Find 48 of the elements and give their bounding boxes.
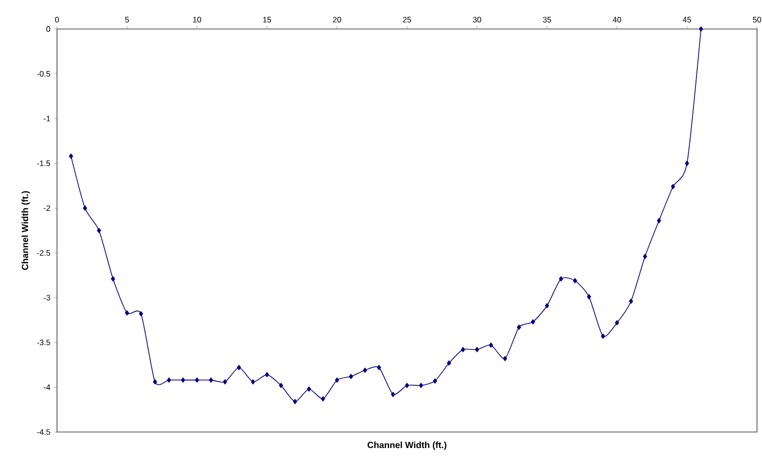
y-axis-title: Channel Width (ft.) [22,191,30,270]
point [334,377,340,383]
point [376,364,382,370]
point [404,382,410,388]
point [96,228,102,234]
point [152,379,158,384]
point [124,310,130,316]
point [166,377,172,383]
point [670,184,676,190]
point [544,303,550,308]
point [306,386,312,392]
point [68,154,74,159]
point [572,278,578,284]
point [474,347,480,352]
point [320,396,326,402]
point [194,377,200,383]
point [460,347,466,352]
point [236,364,242,370]
point [348,374,354,380]
point [698,26,704,32]
point [656,218,662,224]
point [180,377,186,383]
x-axis-title: Channel Width (ft.) [368,442,446,450]
point [264,372,270,378]
point [558,276,564,282]
point [362,368,368,373]
point [642,254,648,260]
point [250,379,256,384]
point [82,206,88,211]
point [586,294,592,300]
point [110,276,116,282]
point [684,160,690,166]
point [614,320,620,326]
point [292,398,298,404]
point [222,379,228,384]
point [488,342,494,348]
point [418,382,424,388]
point [502,356,508,362]
point [432,378,438,384]
point [278,382,284,388]
point [208,377,214,383]
point [530,319,536,324]
point [390,392,396,397]
point [628,298,634,304]
point [600,334,606,339]
point [516,324,522,330]
point [446,360,452,366]
point [138,311,144,316]
